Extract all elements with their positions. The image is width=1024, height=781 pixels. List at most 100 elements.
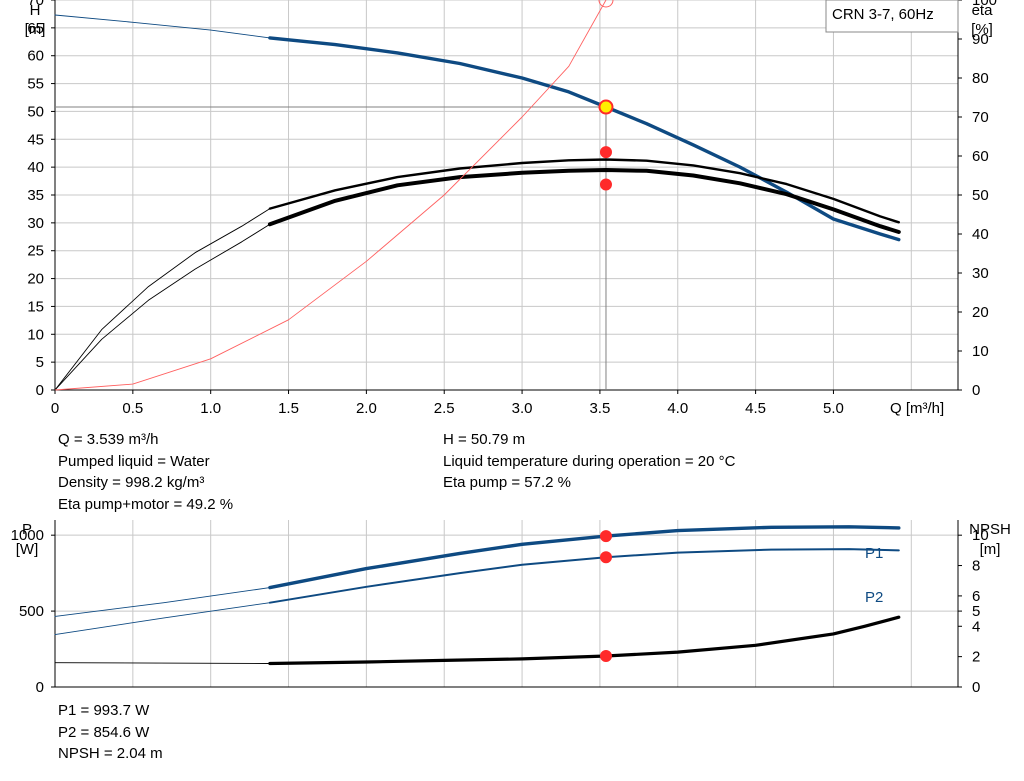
p1-curve xyxy=(268,525,901,590)
x-tick-label: 3.5 xyxy=(589,400,610,417)
operating-point-marker xyxy=(598,99,614,115)
npsh-curve xyxy=(54,662,271,664)
left-tick-label: 70 xyxy=(27,0,44,9)
density-value: Density = 998.2 kg/m³ xyxy=(58,474,205,491)
npsh-value: NPSH = 2.04 m xyxy=(58,745,163,762)
right-tick-label: 70 xyxy=(972,109,989,126)
x-tick-label: 0.5 xyxy=(122,400,143,417)
flow-value: Q = 3.539 m³/h xyxy=(58,431,159,448)
x-tick-label: 3.0 xyxy=(512,400,533,417)
liquid-temperature-value: Liquid temperature during operation = 20… xyxy=(443,452,736,470)
left-tick-label: 60 xyxy=(27,48,44,65)
curve-marker xyxy=(599,551,612,564)
p1-series-label: P1 xyxy=(865,545,883,562)
curve-marker xyxy=(599,146,612,159)
x-tick-label: 0 xyxy=(51,400,59,417)
eta-pump-value: Eta pump = 57.2 % xyxy=(443,474,571,491)
left-tick-label: 50 xyxy=(27,103,44,120)
lower-axis-ticks: 0 500 1000 0 2 456 8 10 xyxy=(11,527,989,696)
left-tick-label: 0 xyxy=(36,679,44,696)
left-tick-label: 35 xyxy=(27,187,44,204)
left-tick-label: 1000 xyxy=(11,527,44,544)
pump-model-label: CRN 3-7, 60Hz xyxy=(832,6,934,23)
info-bottom-column: P1 = 993.7 W P2 = 854.6 W NPSH = 2.04 m xyxy=(58,700,163,765)
right-tick-label: 40 xyxy=(972,226,989,243)
lower-markers xyxy=(599,530,612,663)
left-tick-label: 45 xyxy=(27,131,44,148)
head-value: H = 50.79 m xyxy=(443,431,526,448)
right-tick-label: 6 xyxy=(972,588,980,605)
x-tick-label: 2.0 xyxy=(356,400,377,417)
left-tick-label: 5 xyxy=(36,354,44,371)
p1-value: P1 = 993.7 W xyxy=(58,702,150,719)
eta-axis-label: eta xyxy=(972,2,994,19)
right-tick-label: 30 xyxy=(972,265,989,282)
system-curve-point xyxy=(598,0,614,8)
x-tick-label: 1.0 xyxy=(200,400,221,417)
right-tick-label: 50 xyxy=(972,187,989,204)
eta-axis-unit: [%] xyxy=(971,21,993,38)
npsh-curve xyxy=(268,615,901,666)
right-tick-label: 20 xyxy=(972,304,989,321)
upper-markers xyxy=(598,0,614,191)
power-axis-label: P xyxy=(22,521,32,538)
right-tick-label: 80 xyxy=(972,70,989,87)
right-tick-label: 60 xyxy=(972,148,989,165)
p1-curve xyxy=(54,587,271,617)
left-tick-label: 65 xyxy=(27,20,44,37)
left-tick-label: 55 xyxy=(27,76,44,93)
upper-axis-ticks: 0 5 10 15 20 25 30 35 40 45 50 55 60 65 70 0 10 20 30 40 50 6… xyxy=(27,0,997,417)
right-tick-label: 100 xyxy=(972,0,997,9)
head-curve xyxy=(268,36,901,242)
pump-model-box: CRN 3-7, 60Hz xyxy=(825,0,959,33)
x-tick-label: 1.5 xyxy=(278,400,299,417)
left-tick-label: 15 xyxy=(27,298,44,315)
p2-curve xyxy=(54,602,271,636)
power-axis-unit: [W] xyxy=(16,541,39,558)
right-tick-label: 0 xyxy=(972,382,980,399)
x-tick-label: 2.5 xyxy=(434,400,455,417)
eta-pump-curve xyxy=(54,208,271,391)
info-left-column: Q = 3.539 m³/h Pumped liquid = Water Den… xyxy=(58,429,233,515)
eta-total-curve xyxy=(267,168,901,234)
right-tick-label: 0 xyxy=(972,679,980,696)
left-tick-label: 0 xyxy=(36,382,44,399)
pumped-liquid-value: Pumped liquid = Water xyxy=(58,452,210,470)
curve-marker xyxy=(599,530,612,543)
flow-axis-label: Q [m³/h] xyxy=(890,400,944,417)
lower-grid xyxy=(54,520,959,688)
curve-marker xyxy=(599,178,612,191)
left-tick-label: 25 xyxy=(27,243,44,260)
eta-pump-curve xyxy=(268,158,900,224)
npsh-axis-unit: [m] xyxy=(980,541,1001,558)
left-tick-label: 20 xyxy=(27,271,44,288)
eta-system-curve xyxy=(54,0,607,391)
right-tick-label: 2 xyxy=(972,649,980,666)
right-tick-label: 10 xyxy=(972,527,989,544)
x-tick-label: 4.0 xyxy=(667,400,688,417)
eta-pump-motor-value: Eta pump+motor = 49.2 % xyxy=(58,495,234,513)
x-tick-label: 5.0 xyxy=(823,400,844,417)
p2-value: P2 = 854.6 W xyxy=(58,723,150,741)
left-tick-label: 500 xyxy=(19,603,44,620)
right-tick-label: 4 xyxy=(972,618,980,635)
curve-marker xyxy=(599,650,612,663)
right-tick-label: 8 xyxy=(972,558,980,575)
right-tick-label: 5 xyxy=(972,603,980,620)
head-curve xyxy=(54,14,271,39)
eta-total-curve xyxy=(54,223,271,391)
lower-series xyxy=(54,525,901,666)
left-tick-label: 40 xyxy=(27,159,44,176)
head-axis-label: H xyxy=(30,2,41,19)
x-tick-label: 4.5 xyxy=(745,400,766,417)
right-tick-label: 10 xyxy=(972,343,989,360)
p2-series-label: P2 xyxy=(865,589,883,606)
info-right-column: H = 50.79 m Liquid temperature during op… xyxy=(443,429,735,494)
upper-series xyxy=(54,0,901,391)
left-tick-label: 10 xyxy=(27,326,44,343)
left-tick-label: 30 xyxy=(27,215,44,232)
npsh-axis-label: NPSH xyxy=(969,521,1011,538)
right-tick-label: 90 xyxy=(972,31,989,48)
p2-curve xyxy=(268,548,900,604)
